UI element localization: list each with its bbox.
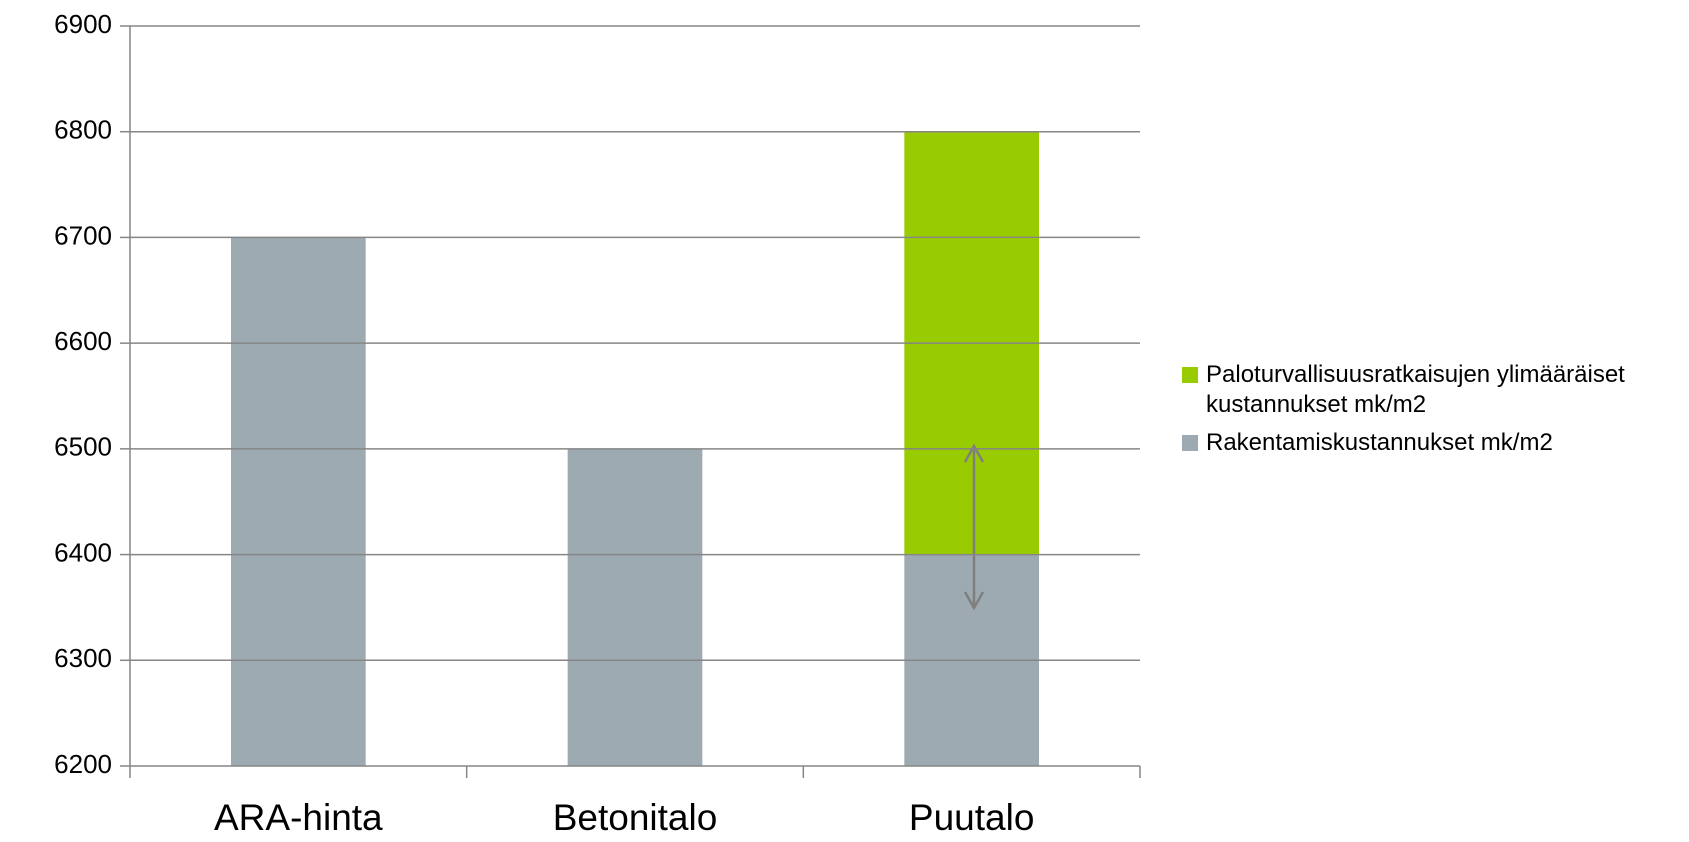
bar-segment — [567, 448, 703, 766]
legend-label: Rakentamiskustannukset mk/m2 — [1206, 429, 1553, 456]
y-tick-label: 6900 — [54, 9, 112, 39]
y-tick-label: 6500 — [54, 432, 112, 462]
y-tick-label: 6600 — [54, 326, 112, 356]
y-tick-label: 6400 — [54, 537, 112, 567]
legend-swatch — [1182, 367, 1198, 383]
legend-entry: Rakentamiskustannukset mk/m2 — [1182, 428, 1626, 458]
y-tick-label: 6800 — [54, 115, 112, 145]
x-tick-label: Betonitalo — [553, 797, 718, 838]
legend: Paloturvallisuusratkaisujen ylimääräiset… — [1182, 360, 1626, 466]
x-tick-label: ARA-hinta — [214, 797, 383, 838]
legend-label: Paloturvallisuusratkaisujen ylimääräiset… — [1206, 361, 1625, 418]
y-tick-label: 6300 — [54, 643, 112, 673]
y-tick-label: 6700 — [54, 220, 112, 250]
bar-segment — [231, 237, 366, 766]
legend-swatch — [1182, 435, 1198, 451]
y-tick-label: 6200 — [54, 749, 112, 779]
x-tick-label: Puutalo — [909, 797, 1035, 838]
legend-entry: Paloturvallisuusratkaisujen ylimääräiset… — [1182, 360, 1626, 420]
annotation-arrow — [963, 443, 985, 611]
